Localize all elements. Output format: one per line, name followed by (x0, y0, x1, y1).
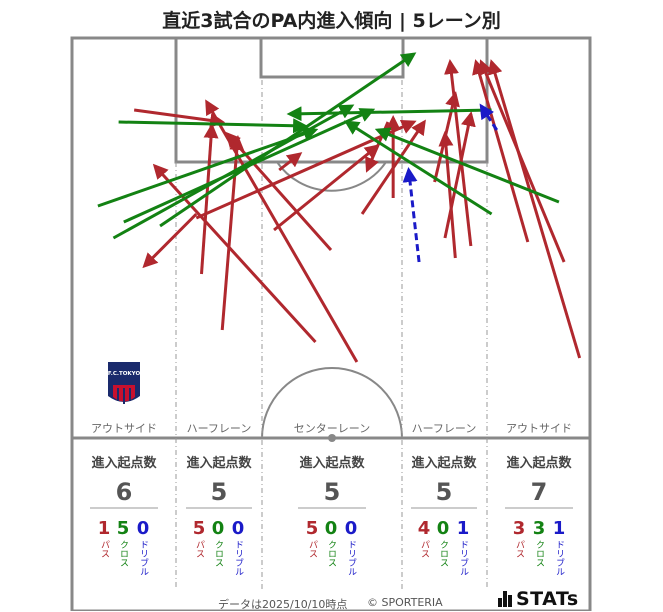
lane-stat-pass: 5 (306, 518, 319, 539)
pass-arrow (152, 163, 317, 344)
pass-arrow (220, 135, 245, 331)
lane-stat-total: 5 (211, 478, 228, 506)
lane-stat-dribble: 0 (232, 518, 245, 539)
lane-stat-dribble: 1 (553, 518, 566, 539)
pass-arrow (278, 152, 303, 172)
pass-arrow (200, 123, 219, 275)
lane-label-halfspace-right: ハーフレーン (412, 422, 477, 435)
lane-stat-dribble: 1 (457, 518, 470, 539)
cross-arrow (374, 127, 560, 204)
chart-title: 直近3試合のPA内進入傾向 | 5レーン別 (162, 10, 501, 32)
lane-stat-pass: 5 (193, 518, 206, 539)
lane-kind-pass: パス (514, 540, 525, 558)
center-circle (261, 367, 403, 439)
dribble-arrow (479, 103, 499, 131)
lane-stat-head: 進入起点数 (506, 455, 572, 471)
pass-arrow (487, 59, 582, 359)
cross-arrow (118, 118, 309, 134)
lane-stat-head: 進入起点数 (186, 455, 252, 471)
lane-kind-cross: クロス (213, 540, 223, 567)
lane-stat-head: 進入起点数 (299, 455, 365, 471)
lane-stat-total: 5 (324, 478, 341, 506)
lane-dividers (175, 80, 488, 590)
brand-mark-icon (498, 591, 512, 607)
lane-stat-head: 進入起点数 (91, 455, 157, 471)
lane-stat-total: 6 (116, 478, 133, 506)
club-logo-text: F.C.TOKYO (108, 371, 141, 377)
cross-arrow (286, 106, 492, 122)
lane-stat-pass: 4 (418, 518, 431, 539)
lane-stats-outside-right: 進入起点数 7 3 3 1 パス クロス ドリブル (505, 455, 573, 576)
lane-kind-dribble: ドリブル (554, 540, 565, 576)
lane-stat-total: 5 (436, 478, 453, 506)
brand-text: STATs (516, 588, 579, 610)
penalty-arc (276, 161, 387, 192)
cross-arrow (159, 52, 417, 228)
pass-arrow (142, 212, 198, 269)
lane-kind-dribble: ドリブル (233, 540, 244, 576)
lane-stat-pass: 3 (513, 518, 526, 539)
pass-arrow (438, 131, 457, 259)
brand-logo: STATs (498, 588, 579, 610)
lane-stats-outside-left: 進入起点数 6 1 5 0 パス クロス ドリブル (90, 455, 158, 576)
lane-kind-cross: クロス (326, 540, 336, 567)
entry-arrows (97, 52, 582, 363)
lane-label-halfspace-left: ハーフレーン (187, 422, 252, 435)
pass-arrow (433, 91, 460, 183)
center-spot (328, 434, 336, 442)
cross-arrow (344, 120, 493, 216)
lane-kind-cross: クロス (438, 540, 448, 567)
pass-arrow (472, 59, 530, 243)
lane-stat-cross: 0 (212, 518, 225, 539)
lane-stat-dribble: 0 (137, 518, 150, 539)
lane-stats-halfspace-right: 進入起点数 5 4 0 1 パス クロス ドリブル (411, 455, 477, 576)
penalty-area (174, 36, 489, 164)
lane-stats-center: 進入起点数 5 5 0 0 パス クロス ドリブル (298, 455, 366, 576)
lane-stat-cross: 0 (325, 518, 338, 539)
lane-kind-pass: パス (419, 540, 430, 558)
footer-date: データは2025/10/10時点 (218, 598, 348, 611)
footer-copyright: © SPORTERIA (367, 596, 443, 609)
lane-kind-dribble: ドリブル (346, 540, 357, 576)
lane-kind-pass: パス (307, 540, 318, 558)
lane-stat-cross: 5 (117, 518, 130, 539)
club-logo: F.C.TOKYO (108, 362, 141, 404)
dribble-arrow (402, 167, 421, 263)
pass-arrow (443, 111, 476, 239)
lane-kind-cross: クロス (118, 540, 128, 567)
lane-label-outside-right: アウトサイド (506, 422, 572, 435)
lane-kind-dribble: ドリブル (138, 540, 149, 576)
lane-kind-cross: クロス (534, 540, 544, 567)
lane-stats-halfspace-left: 進入起点数 5 5 0 0 パス クロス ドリブル (186, 455, 252, 576)
lane-kind-pass: パス (99, 540, 110, 558)
cross-arrow (97, 126, 319, 208)
lane-stat-cross: 3 (533, 518, 546, 539)
lane-label-center: センターレーン (294, 422, 370, 435)
lane-stat-cross: 0 (437, 518, 450, 539)
lane-label-outside-left: アウトサイド (91, 422, 157, 435)
goal-area (259, 36, 405, 79)
lane-stat-head: 進入起点数 (411, 455, 477, 471)
lane-stat-total: 7 (531, 478, 548, 506)
pass-arrow (133, 108, 226, 128)
pass-arrow (273, 144, 380, 232)
lane-kind-pass: パス (194, 540, 205, 558)
lane-stat-pass: 1 (98, 518, 111, 539)
lane-kind-dribble: ドリブル (458, 540, 469, 576)
lane-stat-dribble: 0 (345, 518, 358, 539)
